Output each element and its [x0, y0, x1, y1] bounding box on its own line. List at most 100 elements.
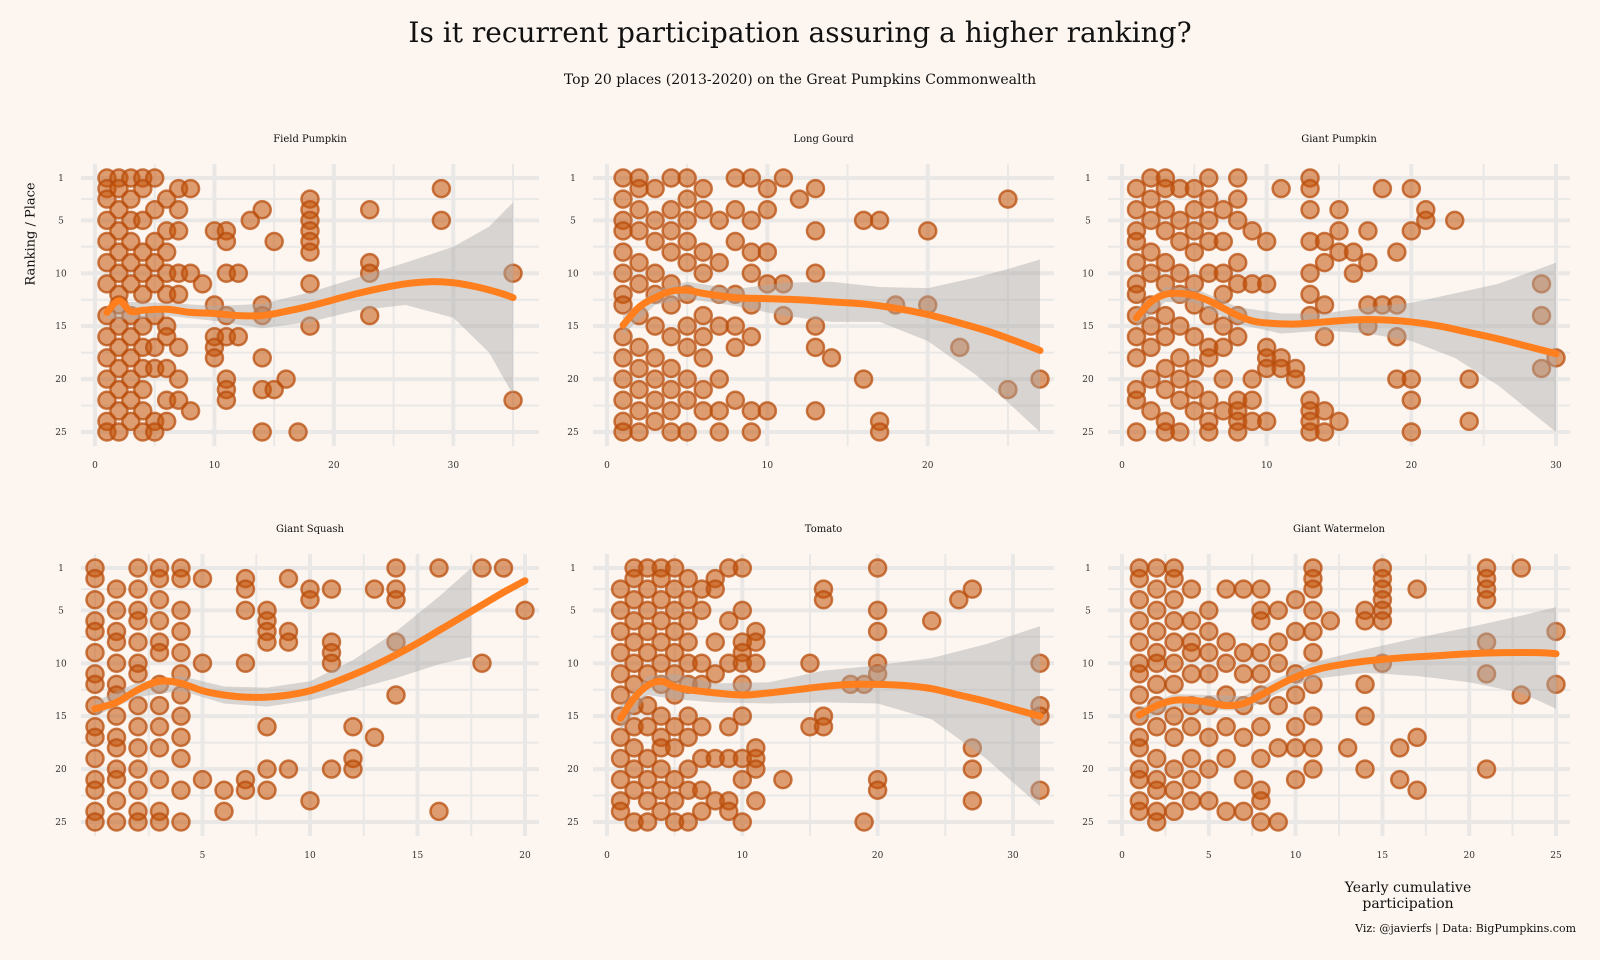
data-point — [1387, 242, 1407, 262]
data-point — [637, 769, 658, 790]
data-point — [1146, 748, 1167, 769]
facet-title: Tomato — [805, 524, 842, 535]
data-point — [97, 390, 117, 410]
data-point — [651, 590, 671, 610]
data-point — [343, 759, 363, 779]
data-point — [85, 590, 105, 610]
data-point — [725, 390, 746, 410]
data-point — [386, 558, 406, 578]
data-point — [128, 579, 148, 599]
data-point — [431, 210, 452, 231]
data-point — [1146, 780, 1167, 800]
x-tick-label: 0 — [92, 461, 98, 471]
data-point — [1199, 759, 1219, 779]
data-point — [629, 178, 649, 199]
data-point — [917, 221, 938, 241]
x-tick-label: 20 — [922, 461, 934, 471]
data-point — [1233, 769, 1254, 790]
data-point — [1155, 252, 1176, 273]
data-point — [1199, 189, 1219, 209]
data-point — [472, 558, 492, 578]
data-point — [278, 759, 299, 779]
data-point — [1303, 674, 1323, 695]
data-point — [133, 401, 153, 421]
data-point — [691, 801, 712, 822]
data-point — [204, 348, 225, 368]
data-point — [1242, 221, 1262, 241]
data-point — [1387, 295, 1407, 315]
data-point — [637, 717, 658, 737]
data-point — [235, 653, 256, 673]
data-point — [1126, 390, 1147, 410]
data-point — [645, 411, 665, 432]
data-point — [709, 369, 730, 389]
data-point — [645, 263, 665, 283]
data-point — [709, 252, 730, 273]
y-tick-label: 5 — [1085, 606, 1091, 616]
data-point — [645, 210, 665, 231]
data-point — [386, 685, 406, 705]
y-tick-label: 1 — [58, 174, 64, 184]
data-point — [1303, 600, 1323, 621]
data-point — [171, 748, 191, 769]
data-point — [691, 780, 712, 800]
data-point — [1268, 653, 1288, 673]
data-point — [515, 600, 535, 621]
data-point — [216, 231, 237, 252]
data-point — [109, 337, 129, 358]
data-point — [1233, 642, 1254, 663]
caption: Viz: @javierfs | Data: BigPumpkins.com — [1355, 922, 1576, 935]
data-point — [677, 189, 697, 209]
data-point — [1511, 558, 1532, 578]
data-point — [1181, 717, 1202, 737]
data-point — [264, 231, 284, 252]
y-axis-label: Ranking / Place — [23, 182, 39, 286]
data-point — [962, 738, 983, 758]
data-point — [746, 632, 766, 652]
data-point — [1141, 401, 1161, 421]
data-point — [741, 422, 762, 442]
data-point — [1170, 369, 1190, 389]
data-point — [144, 200, 165, 220]
y-tick-label: 10 — [1082, 269, 1094, 279]
data-point — [867, 558, 888, 578]
data-point — [1141, 316, 1161, 336]
data-point — [1199, 727, 1219, 748]
data-point — [637, 600, 658, 621]
x-tick-label: 0 — [1119, 851, 1125, 861]
x-tick-label: 10 — [209, 461, 221, 471]
y-tick-label: 15 — [567, 712, 579, 722]
data-point — [168, 221, 189, 241]
y-tick-label: 10 — [55, 659, 67, 669]
data-point — [629, 358, 649, 379]
data-point — [97, 274, 117, 294]
data-point — [1401, 422, 1422, 442]
data-point — [1126, 422, 1147, 442]
data-point — [97, 210, 117, 231]
data-point — [156, 327, 177, 347]
x-tick-label: 20 — [328, 461, 340, 471]
data-point — [1329, 221, 1349, 241]
data-point — [240, 210, 261, 231]
data-point — [121, 390, 141, 410]
data-point — [429, 558, 449, 578]
data-point — [1416, 210, 1436, 231]
data-point — [1227, 327, 1248, 347]
y-tick-label: 25 — [567, 818, 579, 828]
confidence-band — [620, 626, 1040, 807]
data-point — [693, 200, 713, 220]
data-point — [97, 327, 117, 347]
data-point — [171, 706, 191, 726]
data-point — [1216, 717, 1236, 737]
data-point — [677, 252, 697, 273]
data-point — [998, 379, 1018, 400]
data-point — [1184, 358, 1205, 379]
data-point — [732, 600, 753, 621]
data-point — [732, 558, 753, 578]
y-tick-label: 1 — [1085, 564, 1091, 574]
confidence-band — [95, 568, 472, 717]
data-point — [85, 812, 105, 832]
data-point — [693, 178, 713, 199]
data-point — [109, 221, 129, 241]
